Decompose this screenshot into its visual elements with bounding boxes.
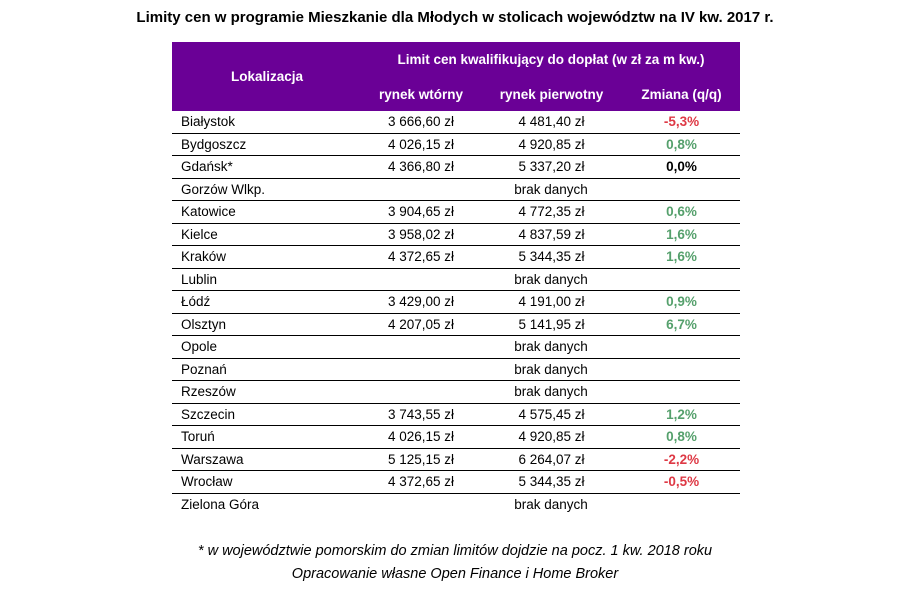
secondary-market-cell: 4 026,15 zł [362, 425, 480, 449]
header-sub-row: rynek wtórny rynek pierwotny Zmiana (q/q… [172, 77, 741, 111]
secondary-market-cell: 3 743,55 zł [362, 403, 480, 426]
secondary-market-cell: 3 958,02 zł [362, 223, 480, 246]
price-limits-table: Lokalizacja Limit cen kwalifikujący do d… [172, 42, 741, 515]
secondary-market-cell: 4 372,65 zł [362, 470, 480, 494]
table-row: Gdańsk* 4 366,80 zł 5 337,20 zł 0,0% [172, 155, 741, 179]
table-row: Poznań brak danych [172, 358, 741, 381]
table-row: Olsztyn 4 207,05 zł 5 141,95 zł 6,7% [172, 313, 741, 336]
city-cell: Warszawa [172, 448, 362, 471]
city-cell: Opole [172, 335, 362, 359]
primary-market-cell: 4 191,00 zł [480, 290, 623, 314]
table-body: Białystok 3 666,60 zł 4 481,40 zł -5,3% Bydg… [172, 111, 741, 515]
city-cell: Poznań [172, 358, 362, 381]
table-row: Katowice 3 904,65 zł 4 772,35 zł 0,6% [172, 200, 741, 224]
no-data-cell: brak danych [362, 178, 741, 201]
table-row: Lublin brak danych [172, 268, 741, 291]
change-cell: 0,8% [623, 425, 741, 449]
no-data-cell: brak danych [362, 380, 741, 404]
city-cell: Zielona Góra [181, 496, 260, 512]
no-data-cell: brak danych [514, 496, 588, 512]
change-cell: -0,5% [623, 470, 741, 494]
city-cell: Lublin [172, 268, 362, 291]
change-cell: 1,6% [623, 245, 741, 269]
primary-market-cell: 4 772,35 zł [480, 200, 623, 224]
secondary-market-cell: 3 429,00 zł [362, 290, 480, 314]
city-cell: Gdańsk* [172, 155, 362, 179]
primary-market-cell: 4 920,85 zł [480, 133, 623, 156]
footnote-asterisk: * w województwie pomorskim do zmian limi… [197, 543, 713, 559]
city-cell: Białystok [172, 111, 362, 134]
secondary-market-cell: 4 372,65 zł [362, 245, 480, 269]
header-group-row: Lokalizacja Limit cen kwalifikujący do d… [172, 42, 741, 111]
city-cell: Szczecin [172, 403, 362, 426]
table-row: Szczecin 3 743,55 zł 4 575,45 zł 1,2% [172, 403, 741, 426]
table-row: Opole brak danych [172, 335, 741, 359]
change-cell: 1,6% [623, 223, 741, 246]
city-cell: Toruń [172, 425, 362, 449]
table-row: Rzeszów brak danych [172, 380, 741, 404]
primary-market-cell: 4 837,59 zł [480, 223, 623, 246]
change-cell: 1,2% [623, 403, 741, 426]
table-row: Bydgoszcz 4 026,15 zł 4 920,85 zł 0,8% [172, 133, 741, 156]
primary-market-cell: 5 141,95 zł [480, 313, 623, 336]
primary-market-cell: 5 337,20 zł [480, 155, 623, 179]
table-row: Wrocław 4 372,65 zł 5 344,35 zł -0,5% [172, 470, 741, 494]
change-cell: 6,7% [623, 313, 741, 336]
table-row: Warszawa 5 125,15 zł 6 264,07 zł -2,2% [172, 448, 741, 471]
secondary-market-cell: 3 904,65 zł [362, 200, 480, 224]
city-cell: Kraków [172, 245, 362, 269]
no-data-cell: brak danych [362, 268, 741, 291]
city-cell: Rzeszów [172, 380, 362, 404]
no-data-cell: brak danych [362, 335, 741, 359]
table-row: Łódź 3 429,00 zł 4 191,00 zł 0,9% [172, 290, 741, 314]
secondary-market-cell: 3 666,60 zł [362, 111, 480, 134]
change-cell: 0,8% [623, 133, 741, 156]
primary-market-cell: 5 344,35 zł [480, 245, 623, 269]
page-title: Limity cen w programie Mieszkanie dla Mł… [136, 9, 774, 26]
primary-market-cell: 4 575,45 zł [480, 403, 623, 426]
city-cell: Łódź [172, 290, 362, 314]
primary-market-cell: 6 264,07 zł [480, 448, 623, 471]
change-cell: 0,6% [623, 200, 741, 224]
primary-market-cell: 5 344,35 zł [480, 470, 623, 494]
column-header-secondary-market: rynek wtórny [362, 77, 480, 111]
footnote-source: Opracowanie własne Open Finance i Home B… [291, 566, 619, 582]
secondary-market-cell: 4 026,15 zł [362, 133, 480, 156]
primary-market-cell: 4 481,40 zł [480, 111, 623, 134]
column-header-primary-market: rynek pierwotny [480, 77, 623, 111]
city-cell: Kielce [172, 223, 362, 246]
city-cell: Wrocław [172, 470, 362, 494]
change-cell: -2,2% [623, 448, 741, 471]
table-row: Kraków 4 372,65 zł 5 344,35 zł 1,6% [172, 245, 741, 269]
column-header-change: Zmiana (q/q) [623, 77, 741, 111]
table-header: Lokalizacja Limit cen kwalifikujący do d… [172, 42, 741, 111]
secondary-market-cell: 4 366,80 zł [362, 155, 480, 179]
city-cell: Olsztyn [172, 313, 362, 336]
change-cell: 0,9% [623, 290, 741, 314]
header-group-label: Limit cen kwalifikujący do dopłat (w zł … [362, 42, 741, 77]
change-cell: -5,3% [623, 111, 741, 134]
table-row: Gorzów Wlkp. brak danych [172, 178, 741, 201]
city-cell: Gorzów Wlkp. [172, 178, 362, 201]
no-data-cell: brak danych [362, 358, 741, 381]
primary-market-cell: 4 920,85 zł [480, 425, 623, 449]
city-cell: Bydgoszcz [172, 133, 362, 156]
secondary-market-cell: 5 125,15 zł [362, 448, 480, 471]
table-row: Toruń 4 026,15 zł 4 920,85 zł 0,8% [172, 425, 741, 449]
footnotes: * w województwie pomorskim do zmian limi… [0, 540, 910, 586]
table-row: Kielce 3 958,02 zł 4 837,59 zł 1,6% [172, 223, 741, 246]
table-row: Białystok 3 666,60 zł 4 481,40 zł -5,3% [172, 111, 741, 134]
change-cell: 0,0% [623, 155, 741, 179]
secondary-market-cell: 4 207,05 zł [362, 313, 480, 336]
city-cell: Katowice [172, 200, 362, 224]
column-header-location: Lokalizacja [172, 42, 362, 111]
table-row: Zielona Góra brak danych [172, 493, 740, 515]
